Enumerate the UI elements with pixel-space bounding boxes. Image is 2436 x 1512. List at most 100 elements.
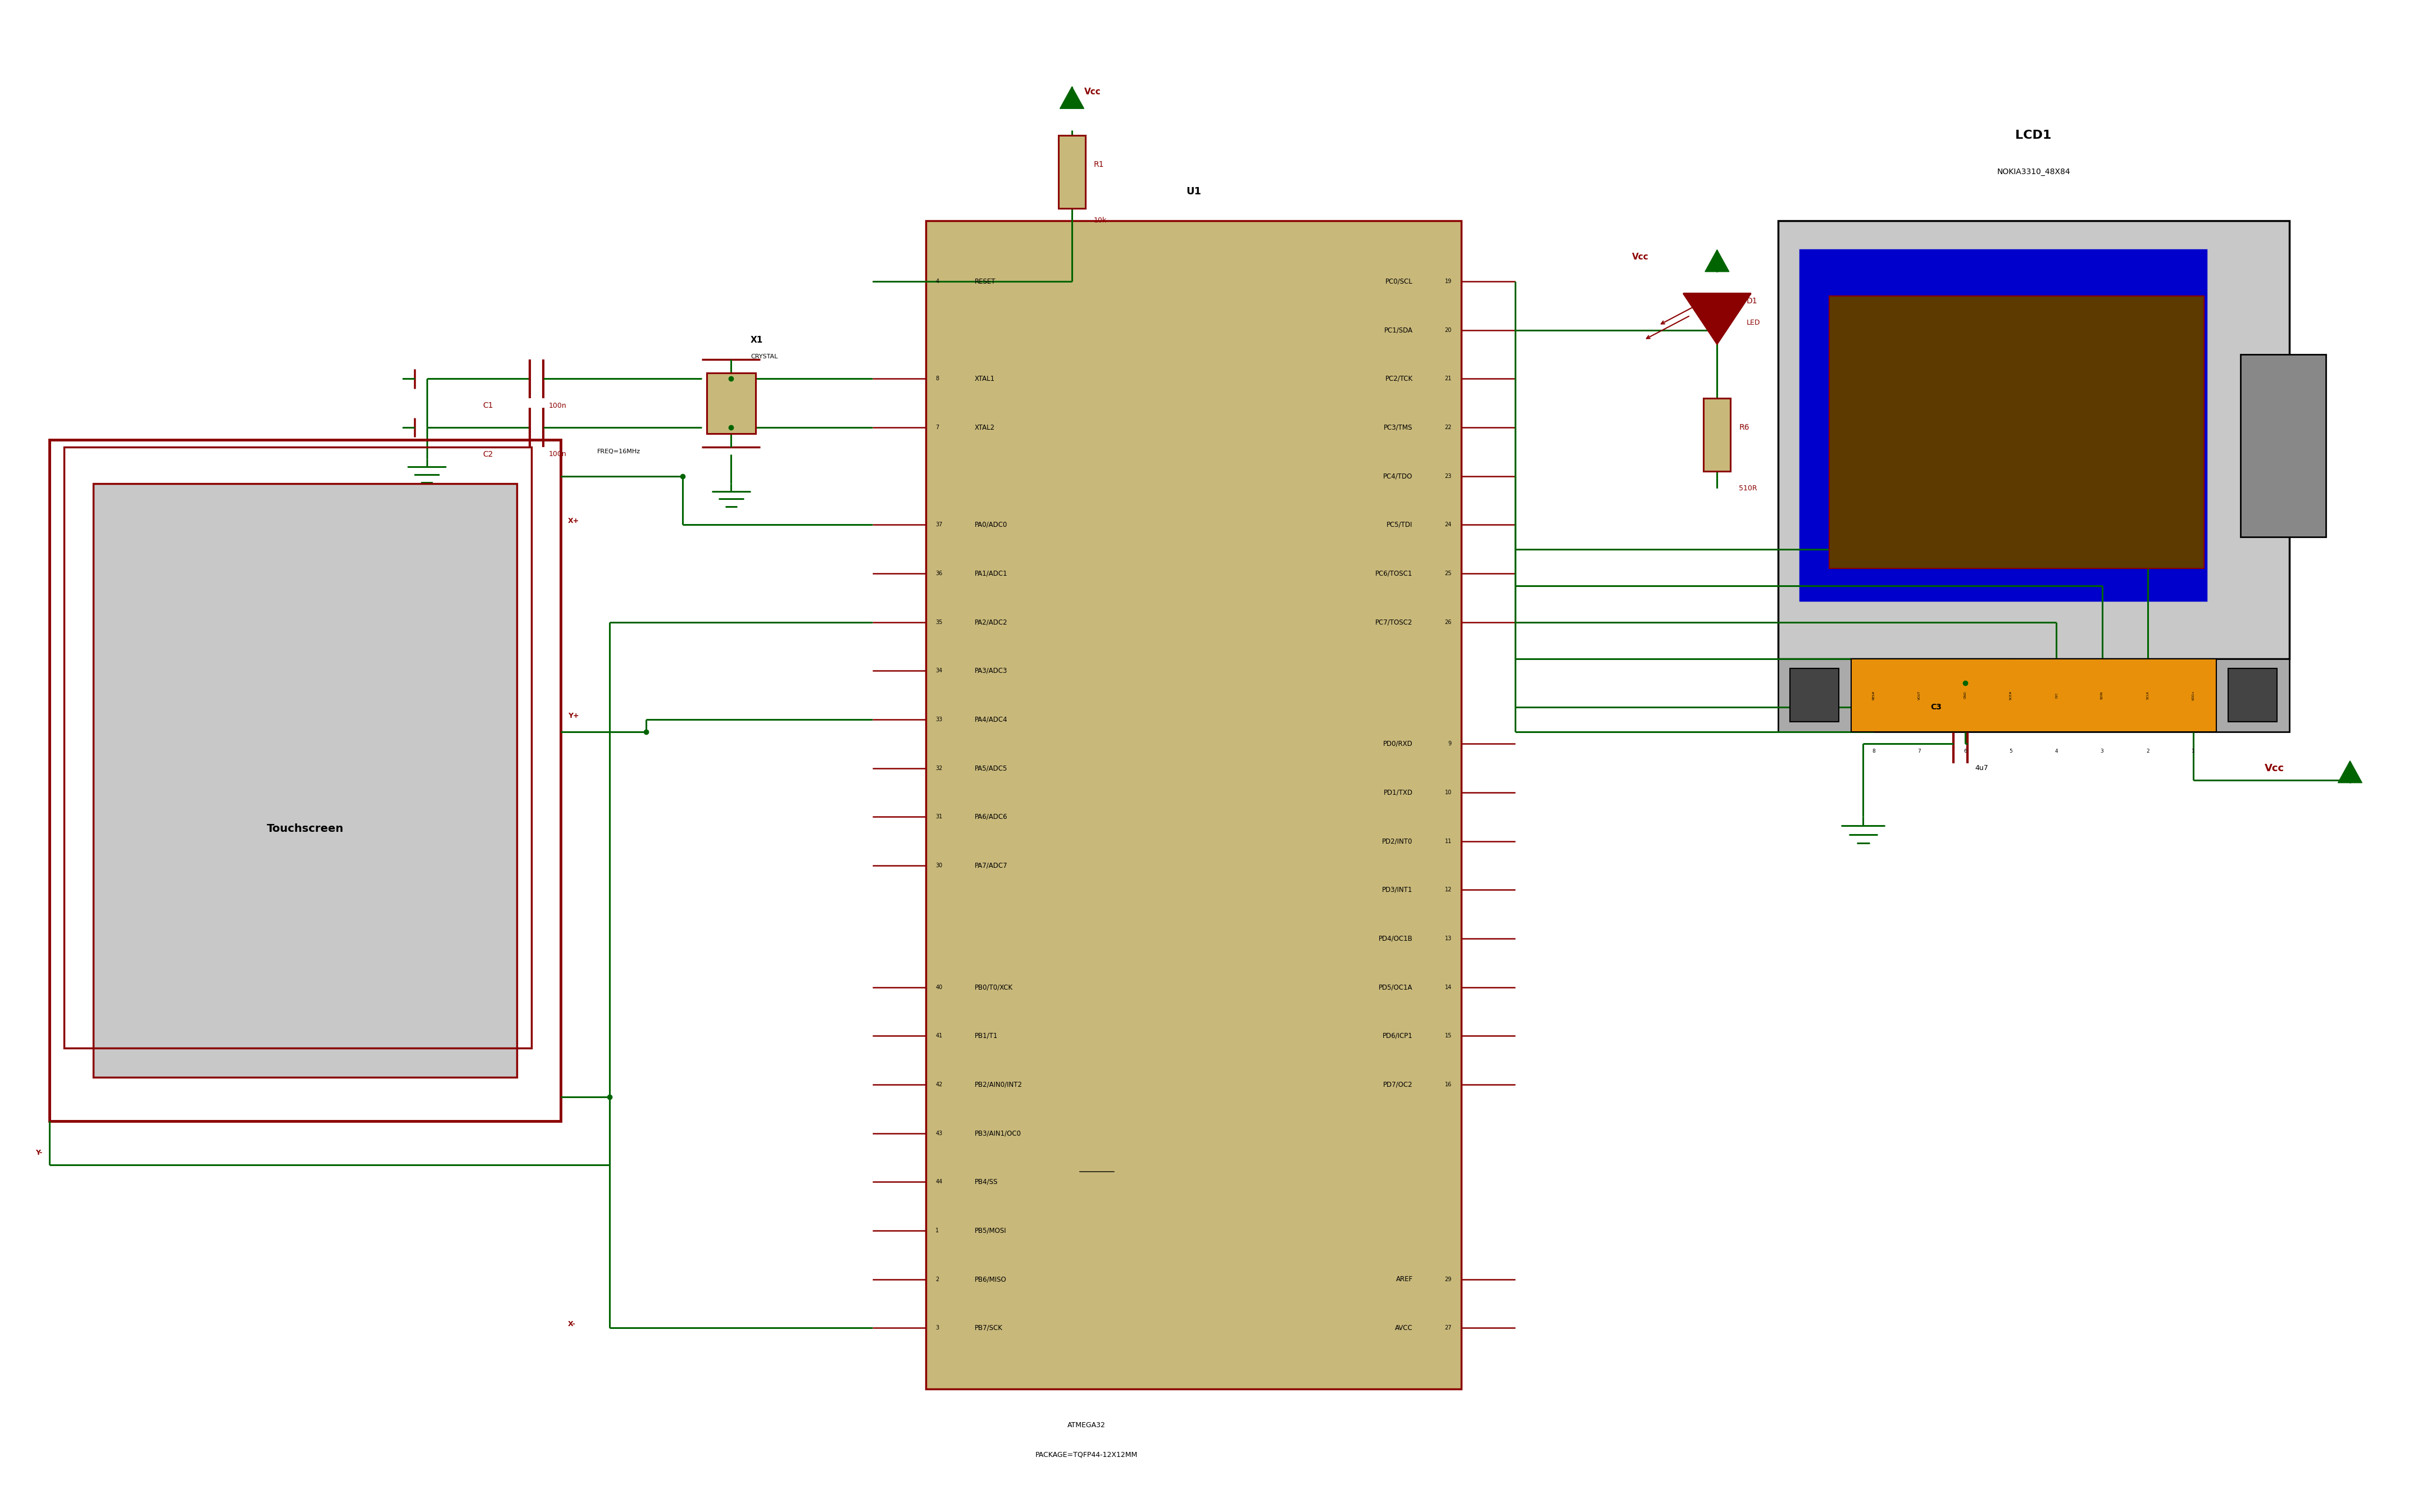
Text: PB6/MISO: PB6/MISO [974, 1276, 1006, 1282]
Text: LCD1: LCD1 [2015, 130, 2051, 141]
Polygon shape [2339, 761, 2363, 783]
Text: 8: 8 [935, 376, 938, 381]
Text: 1: 1 [935, 1228, 938, 1234]
Text: 34: 34 [935, 668, 943, 674]
Text: AREF: AREF [1396, 1276, 1413, 1282]
Text: 25: 25 [1445, 570, 1452, 576]
Text: 31: 31 [935, 813, 943, 820]
Text: 35: 35 [935, 620, 943, 624]
Bar [49, 440, 560, 1120]
Text: PA3/ADC3: PA3/ADC3 [974, 667, 1009, 674]
Bar [63, 448, 531, 1048]
Text: 7: 7 [935, 425, 940, 431]
Text: PB4/SS: PB4/SS [974, 1178, 999, 1185]
Text: PD6/ICP1: PD6/ICP1 [1384, 1033, 1413, 1040]
Text: 10: 10 [1445, 789, 1452, 795]
Bar [2241, 354, 2326, 537]
Text: PB0/T0/XCK: PB0/T0/XCK [974, 984, 1013, 990]
Text: VOUT: VOUT [1917, 691, 1922, 700]
Polygon shape [1705, 249, 1730, 272]
Text: 27: 27 [1445, 1325, 1452, 1331]
Bar [1851, 659, 2217, 732]
Text: 9: 9 [1449, 741, 1452, 747]
Text: XTAL2: XTAL2 [974, 423, 994, 431]
Text: PA2/ADC2: PA2/ADC2 [974, 618, 1009, 626]
Text: 15: 15 [1445, 1033, 1452, 1039]
Text: D1: D1 [1747, 296, 1756, 305]
Text: PB7/SCK: PB7/SCK [974, 1325, 1004, 1332]
Text: 3: 3 [2100, 748, 2105, 753]
Text: 12: 12 [1445, 888, 1452, 892]
Text: PA0/ADC0: PA0/ADC0 [974, 522, 1009, 528]
Bar [2229, 668, 2278, 721]
Text: C2: C2 [482, 451, 492, 458]
Text: 43: 43 [935, 1131, 943, 1136]
Text: SCLK: SCLK [2146, 691, 2149, 700]
Text: PA7/ADC7: PA7/ADC7 [974, 862, 1009, 869]
Text: PB2/AIN0/INT2: PB2/AIN0/INT2 [974, 1081, 1023, 1089]
Text: 11: 11 [1445, 838, 1452, 844]
Text: 1: 1 [2192, 748, 2195, 753]
Bar [1060, 136, 1086, 209]
Text: AVCC: AVCC [1396, 1325, 1413, 1332]
Text: 5: 5 [2010, 748, 2012, 753]
Text: VDD+: VDD+ [2192, 689, 2195, 700]
Text: 14: 14 [1445, 984, 1452, 990]
Text: 510R: 510R [1739, 485, 1756, 491]
Text: X-: X- [568, 1320, 575, 1328]
Text: PC0/SCL: PC0/SCL [1386, 278, 1413, 286]
Text: 36: 36 [935, 570, 943, 576]
Text: Vcc: Vcc [1084, 88, 1101, 95]
Text: FREQ=16MHz: FREQ=16MHz [597, 449, 641, 455]
Text: PD5/OC1A: PD5/OC1A [1379, 984, 1413, 990]
Text: NOKIA3310_48X84: NOKIA3310_48X84 [1998, 168, 2071, 175]
Text: 20: 20 [1445, 327, 1452, 333]
Text: Vcc: Vcc [1632, 253, 1649, 262]
Text: 4: 4 [935, 278, 938, 284]
Text: SCE#: SCE# [2010, 691, 2012, 700]
Text: PB1/T1: PB1/T1 [974, 1033, 999, 1040]
Text: U1: U1 [1186, 186, 1201, 197]
Text: 23: 23 [1445, 473, 1452, 479]
Bar [1790, 668, 1839, 721]
Text: PC3/TMS: PC3/TMS [1384, 423, 1413, 431]
Text: 16: 16 [1445, 1081, 1452, 1087]
Text: 29: 29 [1445, 1276, 1452, 1282]
Text: LED: LED [1747, 319, 1761, 327]
Text: 8: 8 [1873, 748, 1876, 753]
Text: PC4/TDO: PC4/TDO [1384, 472, 1413, 479]
Bar [93, 484, 516, 1077]
Text: PD7/OC2: PD7/OC2 [1384, 1081, 1413, 1089]
Text: PA1/ADC1: PA1/ADC1 [974, 570, 1009, 578]
Text: 3: 3 [935, 1325, 938, 1331]
Text: PD2/INT0: PD2/INT0 [1381, 838, 1413, 845]
Text: PC5/TDI: PC5/TDI [1386, 522, 1413, 528]
Text: 100n: 100n [548, 402, 565, 410]
Text: C1: C1 [482, 402, 492, 410]
Text: PB5/MOSI: PB5/MOSI [974, 1226, 1006, 1234]
Bar [926, 221, 1462, 1390]
Bar [1829, 296, 2205, 569]
Text: PC2/TCK: PC2/TCK [1386, 375, 1413, 383]
Text: 19: 19 [1445, 278, 1452, 284]
Text: 2: 2 [935, 1276, 940, 1282]
Text: PD0/RXD: PD0/RXD [1384, 741, 1413, 747]
Text: CRYSTAL: CRYSTAL [750, 354, 777, 360]
Bar [706, 372, 755, 434]
Text: X1: X1 [750, 336, 762, 345]
Bar [1778, 659, 2290, 732]
Text: Vcc: Vcc [2265, 764, 2285, 773]
Text: PB3/AIN1/OC0: PB3/AIN1/OC0 [974, 1129, 1021, 1137]
Text: 32: 32 [935, 765, 943, 771]
Text: 4u7: 4u7 [1976, 765, 1988, 771]
Text: PA6/ADC6: PA6/ADC6 [974, 813, 1009, 821]
Text: 33: 33 [935, 717, 943, 723]
Text: R1: R1 [1094, 160, 1104, 168]
Text: X+: X+ [568, 517, 580, 525]
Text: ATMEGA32: ATMEGA32 [1067, 1421, 1106, 1429]
Text: 7: 7 [1917, 748, 1922, 753]
Text: Y-: Y- [34, 1149, 41, 1157]
Text: 40: 40 [935, 984, 943, 990]
Text: PC7/TOSC2: PC7/TOSC2 [1376, 618, 1413, 626]
Text: PA4/ADC4: PA4/ADC4 [974, 715, 1009, 723]
